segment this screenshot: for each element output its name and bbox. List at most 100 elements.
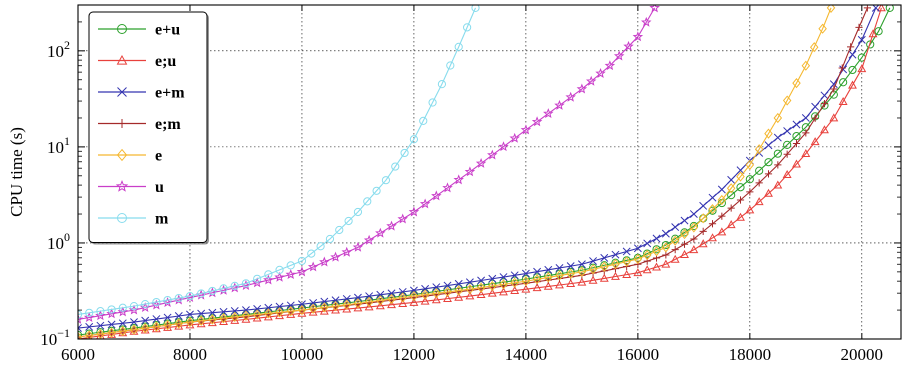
- triangle-marker: [387, 300, 396, 309]
- x-marker: [764, 141, 773, 150]
- plus-marker: [578, 271, 586, 279]
- circle-marker: [117, 24, 127, 34]
- x-marker: [555, 264, 564, 272]
- diamond-marker: [107, 327, 116, 338]
- triangle-marker: [308, 307, 318, 316]
- star-marker: [442, 182, 453, 193]
- diamond-marker: [443, 286, 452, 298]
- diamond-marker: [745, 159, 755, 170]
- x-tick-label: 18000: [729, 345, 772, 364]
- x-marker: [253, 304, 262, 313]
- x-marker: [398, 287, 407, 296]
- x-marker: [353, 293, 362, 302]
- circle-marker: [454, 42, 463, 51]
- x-marker: [577, 260, 586, 269]
- x-marker: [331, 296, 340, 305]
- plus-marker: [643, 257, 651, 265]
- triangle-marker: [622, 269, 632, 278]
- triangle-marker: [698, 239, 708, 248]
- diamond-marker: [754, 144, 764, 155]
- legend-label: e;m: [155, 116, 181, 133]
- plus-marker: [830, 85, 838, 93]
- diamond-marker: [689, 222, 699, 233]
- x-tick-label: 12000: [393, 345, 436, 364]
- plus-marker: [718, 212, 726, 220]
- circle-marker: [107, 305, 116, 314]
- x-marker: [286, 301, 295, 310]
- star-marker: [595, 67, 606, 78]
- diamond-marker: [670, 235, 680, 246]
- diamond-marker: [577, 266, 587, 277]
- triangle-marker: [353, 303, 363, 312]
- circle-marker: [241, 279, 251, 288]
- star-marker: [649, 5, 660, 13]
- diamond-marker: [118, 326, 128, 337]
- diamond-marker: [331, 300, 340, 312]
- diamond-marker: [208, 314, 217, 325]
- plus-marker: [727, 204, 735, 212]
- x-tick-label: 6000: [61, 345, 95, 364]
- diamond-marker: [544, 272, 553, 283]
- circle-marker: [141, 299, 150, 309]
- x-marker: [671, 223, 680, 232]
- series-line-e;m: [78, 7, 868, 338]
- circle-marker: [325, 234, 335, 244]
- x-marker: [773, 133, 782, 142]
- x-tick-label: 10000: [281, 345, 324, 364]
- triangle-marker: [263, 312, 273, 321]
- series-u: [78, 5, 660, 324]
- y-axis-label: CPU time (s): [7, 127, 26, 217]
- circle-marker: [197, 289, 206, 298]
- triangle-marker: [230, 315, 240, 324]
- diamond-marker: [611, 259, 620, 270]
- triangle-marker: [782, 170, 792, 179]
- circle-marker: [764, 158, 773, 167]
- x-marker: [96, 321, 105, 330]
- diamond-marker: [275, 307, 284, 318]
- x-marker: [309, 298, 318, 307]
- star-marker: [296, 266, 308, 277]
- star-marker: [554, 99, 565, 110]
- x-marker: [208, 308, 217, 317]
- triangle-marker: [680, 249, 689, 258]
- circle-marker: [874, 27, 883, 36]
- triangle-marker: [764, 188, 773, 197]
- triangle-marker: [431, 295, 441, 304]
- series-line-e+u: [78, 7, 891, 336]
- diamond-marker: [129, 324, 139, 335]
- plus-marker: [764, 170, 773, 178]
- x-marker: [465, 278, 474, 287]
- x-marker: [421, 284, 430, 293]
- x-marker: [342, 294, 351, 303]
- legend-entry: e: [98, 148, 162, 165]
- circle-marker: [792, 131, 801, 141]
- star-marker: [487, 149, 498, 160]
- x-marker: [230, 307, 239, 315]
- triangle-marker: [252, 313, 262, 322]
- x-marker: [783, 127, 792, 135]
- plus-marker: [847, 43, 855, 51]
- x-marker: [242, 306, 250, 315]
- triangle-marker: [241, 314, 251, 323]
- x-marker: [708, 193, 717, 202]
- triangle-marker: [689, 245, 699, 254]
- triangle-marker: [801, 149, 811, 158]
- diamond-marker: [532, 274, 542, 285]
- triangle-marker: [588, 275, 598, 284]
- star-marker: [453, 174, 464, 185]
- diamond-marker: [163, 320, 172, 331]
- y-tick-exponent: 2: [64, 38, 70, 52]
- diamond-marker: [465, 284, 475, 295]
- circle-marker: [419, 116, 428, 126]
- diamond-marker: [661, 242, 671, 253]
- diamond-marker: [140, 323, 150, 334]
- triangle-marker: [476, 290, 486, 299]
- diamond-marker: [264, 308, 273, 319]
- circle-marker: [866, 40, 875, 49]
- x-marker: [409, 286, 418, 295]
- legend-entry: e;m: [98, 116, 181, 133]
- circle-marker: [185, 291, 195, 301]
- star-marker: [632, 31, 644, 42]
- x-marker: [163, 313, 172, 322]
- x-marker: [387, 289, 396, 298]
